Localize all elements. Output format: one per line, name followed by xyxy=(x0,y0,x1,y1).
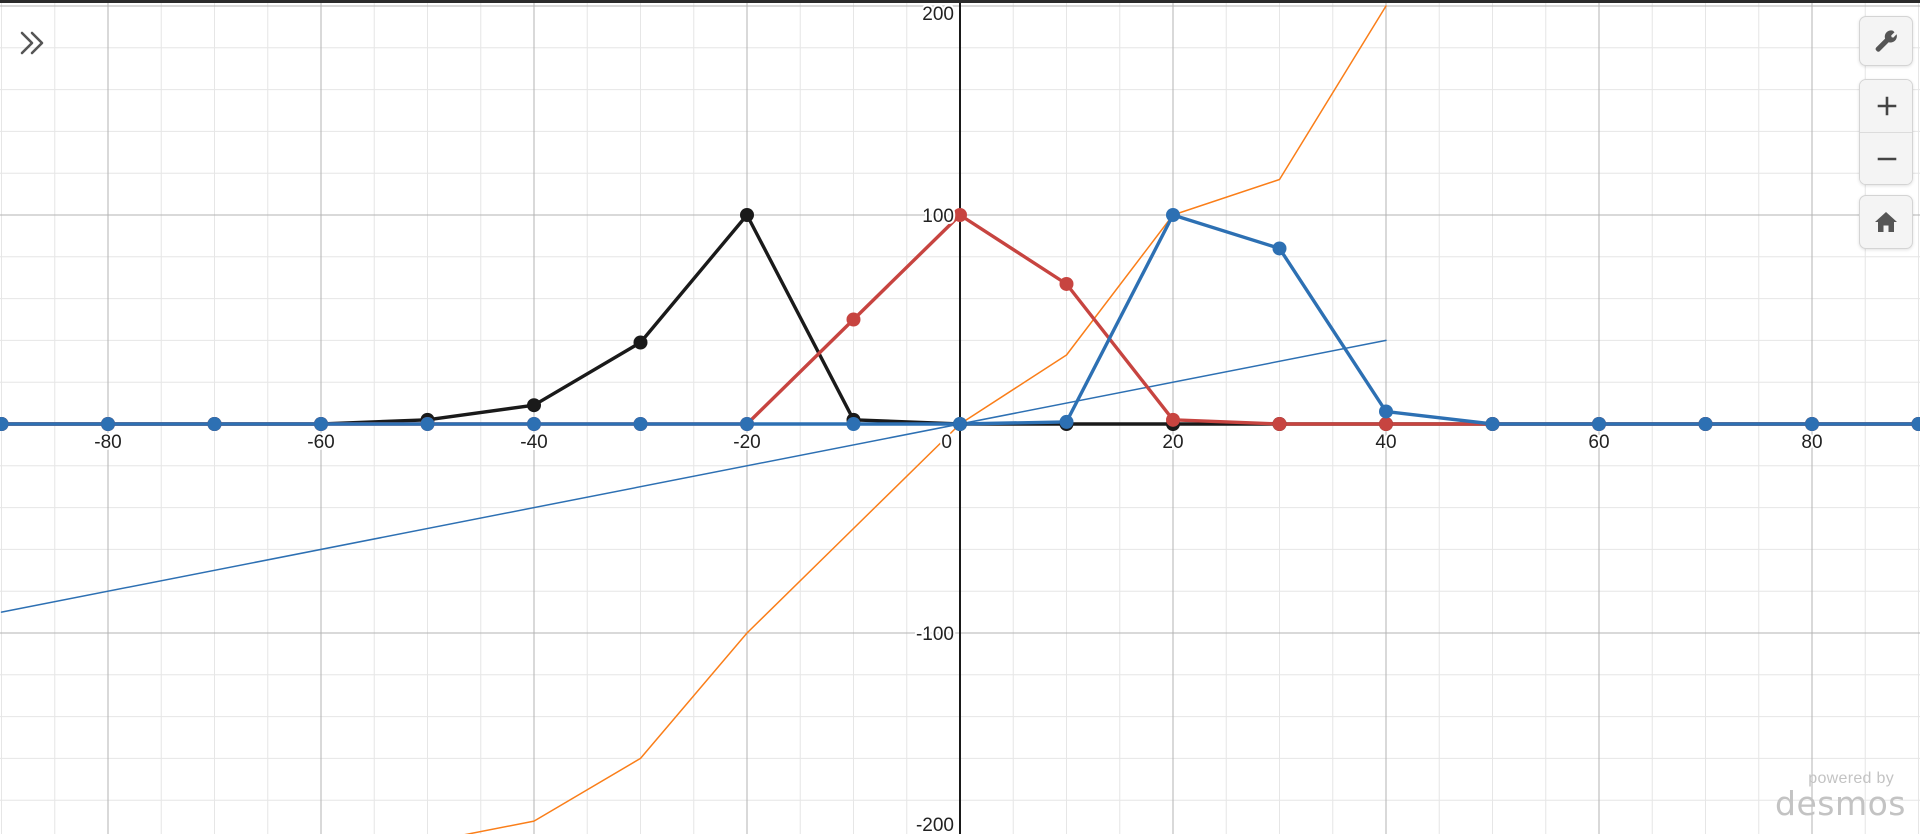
minus-icon xyxy=(1877,157,1897,160)
series-line-2[interactable] xyxy=(428,5,1387,834)
series-3-point[interactable] xyxy=(633,335,648,350)
x-tick-label: -80 xyxy=(94,432,121,453)
series-5-point[interactable] xyxy=(1272,241,1287,256)
series-5-point[interactable] xyxy=(1805,417,1819,431)
graph-paper[interactable]: -80 -60 -40 -20 20 40 60 80 -200 -100 100 200 0 xyxy=(0,3,1920,834)
series-4-point[interactable] xyxy=(1166,412,1180,427)
series-5-point[interactable] xyxy=(1166,208,1180,222)
origin-label: 0 xyxy=(941,432,952,453)
series-3-point[interactable] xyxy=(740,208,754,222)
double-chevron-right-icon xyxy=(20,31,44,55)
x-tick-label: -20 xyxy=(733,432,760,453)
y-tick-label: -100 xyxy=(916,624,954,645)
series-5-point[interactable] xyxy=(740,417,754,431)
wrench-icon xyxy=(1875,30,1897,52)
points-layer xyxy=(0,208,1920,431)
series-5-point[interactable] xyxy=(953,417,967,431)
series-3-point[interactable] xyxy=(527,398,541,413)
expand-expression-list-button[interactable] xyxy=(14,23,54,63)
x-tick-label: -40 xyxy=(520,432,547,453)
y-tick-label: 200 xyxy=(922,4,954,25)
graph-settings-button[interactable] xyxy=(1859,16,1913,66)
zoom-out-button[interactable] xyxy=(1860,132,1912,184)
default-viewport-button[interactable] xyxy=(1859,195,1913,249)
x-tick-label: 80 xyxy=(1801,432,1822,453)
y-tick-label: -200 xyxy=(916,815,954,834)
series-5-point[interactable] xyxy=(314,417,328,431)
series-5-point[interactable] xyxy=(1911,417,1920,431)
series-5-point[interactable] xyxy=(101,417,115,431)
x-tick-label: 20 xyxy=(1162,432,1183,453)
series-5-point[interactable] xyxy=(527,417,541,431)
series-4-point[interactable] xyxy=(1059,276,1074,291)
zoom-controls xyxy=(1859,79,1913,185)
series-5-point[interactable] xyxy=(633,417,648,431)
series-5-point[interactable] xyxy=(846,417,861,431)
zoom-in-button[interactable] xyxy=(1860,80,1912,132)
series-5-point[interactable] xyxy=(1485,417,1500,431)
series-5-point[interactable] xyxy=(0,417,9,431)
x-tick-label: -60 xyxy=(307,432,334,453)
tick-labels: -80 -60 -40 -20 20 40 60 80 -200 -100 100 200 0 xyxy=(92,3,1824,834)
series-4-point[interactable] xyxy=(1379,417,1393,431)
series-4-point[interactable] xyxy=(846,312,861,327)
home-icon xyxy=(1875,212,1897,232)
plus-icon xyxy=(1877,96,1897,116)
x-tick-label: 60 xyxy=(1588,432,1609,453)
x-tick-label: 40 xyxy=(1375,432,1396,453)
series-5-point[interactable] xyxy=(420,417,435,431)
series-5-point[interactable] xyxy=(1379,404,1393,419)
series-5-point[interactable] xyxy=(1592,417,1606,431)
y-tick-label: 100 xyxy=(922,206,954,227)
series-4-point[interactable] xyxy=(1272,417,1287,431)
series-5-point[interactable] xyxy=(1059,414,1074,429)
series-4-point[interactable] xyxy=(953,208,967,222)
series-5-point[interactable] xyxy=(1698,417,1713,431)
graph-controls xyxy=(1859,16,1913,249)
series-line-1[interactable] xyxy=(0,339,1387,613)
series-5-point[interactable] xyxy=(207,417,222,431)
